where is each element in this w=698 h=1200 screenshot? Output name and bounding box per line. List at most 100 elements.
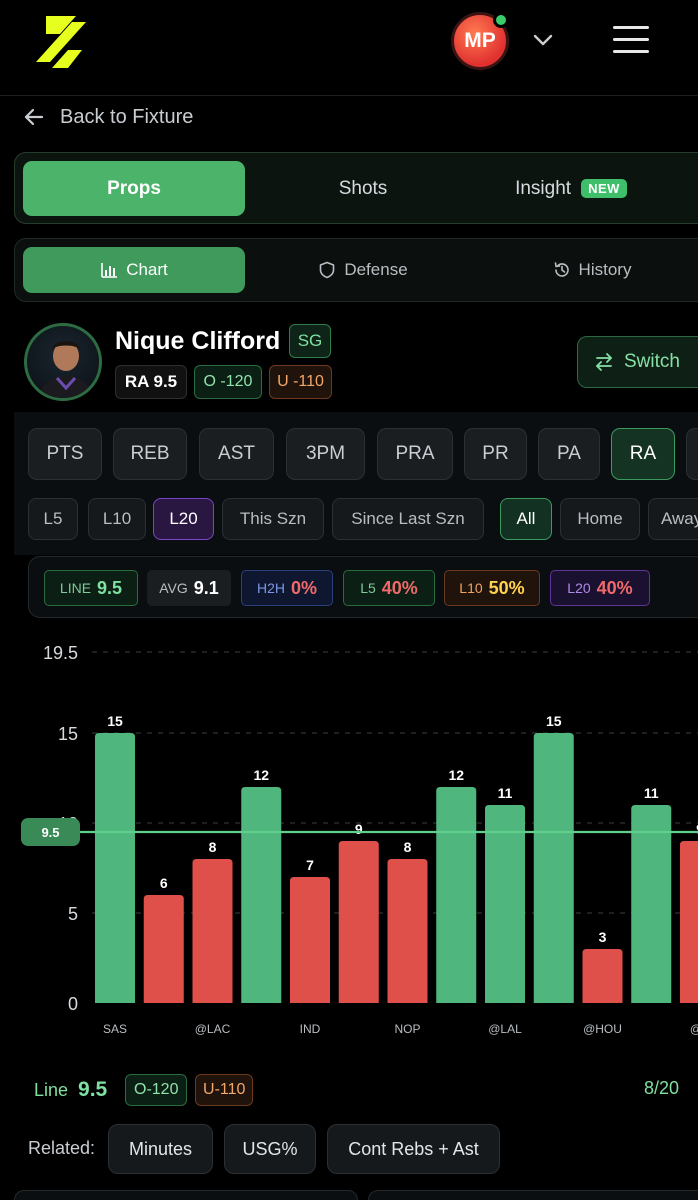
bar-value-label: 3	[599, 929, 607, 945]
switch-label: Switch	[624, 351, 680, 372]
x-tick-label: @HOU	[583, 1022, 622, 1036]
bottom-card-right[interactable]	[368, 1190, 698, 1200]
game-log-bar-chart: 05101519.515SAS68@LAC127IND98NOP1211@LAL…	[21, 643, 698, 1036]
bar-value-label: 11	[498, 785, 513, 801]
y-tick-label: 15	[58, 724, 78, 744]
tab-defense[interactable]: Defense	[253, 247, 473, 293]
bar-value-label: 11	[644, 785, 659, 801]
prop-line-chip: RA 9.5	[115, 365, 187, 399]
switch-button[interactable]: Switch	[577, 336, 698, 388]
shield-icon	[320, 261, 335, 279]
bottom-card-left[interactable]	[14, 1190, 358, 1200]
stat-pa-button[interactable]: PA	[538, 428, 600, 480]
bar	[533, 733, 574, 1003]
x-tick-label: NOP	[394, 1022, 420, 1036]
stat-3pm-button[interactable]: 3PM	[286, 428, 365, 480]
tab-chart-label: Chart	[126, 260, 168, 279]
player-name: Nique Clifford	[115, 327, 281, 355]
x-tick-label: @LAL	[488, 1022, 522, 1036]
bar	[95, 733, 135, 1003]
tab-props[interactable]: Props	[23, 161, 245, 216]
filter-all-button[interactable]: All	[500, 498, 552, 540]
stat-ast-button[interactable]: AST	[199, 428, 274, 480]
filter-this-szn-button[interactable]: This Szn	[222, 498, 324, 540]
line-value: 9.5	[78, 1078, 108, 1101]
tab-shots[interactable]: Shots	[253, 161, 473, 216]
bar	[680, 841, 698, 1003]
tab-insight[interactable]: Insight NEW	[481, 161, 661, 216]
player-silhouette-icon	[38, 341, 94, 398]
bar	[241, 787, 282, 1003]
tab-chart[interactable]: Chart	[23, 247, 245, 293]
under-odds-chip-footer[interactable]: U-110	[195, 1074, 254, 1106]
stat-more-button[interactable]	[686, 428, 698, 480]
related-cont-rebs-ast-button[interactable]: Cont Rebs + Ast	[327, 1124, 500, 1174]
stat-pr-button[interactable]: PR	[464, 428, 527, 480]
tab-defense-label: Defense	[344, 260, 408, 279]
new-badge: NEW	[581, 179, 627, 198]
prop-line-badge	[21, 818, 80, 846]
bar-value-label: 12	[448, 767, 464, 783]
bar	[290, 877, 330, 1003]
hit-count: 8/20	[644, 1078, 680, 1098]
filter-l20-button[interactable]: L20	[153, 498, 214, 540]
filter-home-button[interactable]: Home	[560, 498, 640, 540]
hamburger-menu-icon[interactable]	[613, 26, 649, 56]
user-avatar[interactable]: MP	[451, 12, 509, 70]
position-badge: SG	[289, 324, 331, 358]
tab-shots-label: Shots	[338, 177, 388, 199]
online-status-dot	[493, 12, 509, 28]
related-minutes-button[interactable]: Minutes	[108, 1124, 213, 1174]
bar-value-label: 8	[404, 839, 412, 855]
bar-value-label: 15	[546, 713, 562, 729]
stat-filter-panel: PTS REB AST 3PM PRA PR PA RA L5 L10 L20 …	[14, 412, 698, 555]
bar-value-label: 15	[107, 713, 123, 729]
sub-tabs: Chart Defense History	[14, 238, 698, 302]
chevron-down-icon[interactable]	[532, 30, 554, 50]
bar-chart-icon	[101, 263, 118, 278]
bar-value-label: 8	[209, 839, 217, 855]
bar-value-label: 12	[253, 767, 269, 783]
bar	[436, 787, 477, 1003]
prop-line-badge-label: 9.5	[41, 825, 59, 840]
player-photo	[24, 323, 102, 401]
bar	[387, 859, 428, 1003]
related-usg-button[interactable]: USG%	[224, 1124, 316, 1174]
stat-ra-button[interactable]: RA	[611, 428, 675, 480]
swap-icon	[596, 353, 612, 371]
line-summary: Line 9.5 O-120 U-110	[34, 1074, 254, 1106]
bar	[631, 805, 672, 1003]
pill-l10: L10 50%	[444, 570, 540, 606]
bar-value-label: 6	[160, 875, 168, 891]
stat-pts-button[interactable]: PTS	[28, 428, 102, 480]
app-logo-icon[interactable]	[36, 16, 92, 68]
filter-since-last-szn-button[interactable]: Since Last Szn	[332, 498, 484, 540]
over-odds-chip[interactable]: O -120	[194, 365, 262, 399]
bar	[143, 895, 184, 1003]
history-icon	[554, 262, 569, 277]
back-to-fixture-link[interactable]: Back to Fixture	[22, 102, 193, 132]
tab-history[interactable]: History	[481, 247, 698, 293]
bar	[485, 805, 525, 1003]
bar	[192, 859, 233, 1003]
x-tick-label: IND	[300, 1022, 321, 1036]
line-label: Line	[34, 1079, 69, 1100]
bar-value-label: 9	[696, 821, 698, 837]
under-odds-chip[interactable]: U -110	[269, 365, 332, 399]
over-odds-chip-footer[interactable]: O-120	[125, 1074, 188, 1106]
bar-value-label: 7	[306, 857, 314, 873]
main-tabs: Props Shots Insight NEW	[14, 152, 698, 224]
pill-l20: L20 40%	[550, 570, 650, 606]
summary-pills: LINE 9.5 AVG 9.1 H2H 0% L5 40% L10 50% L…	[28, 556, 698, 618]
bar	[582, 949, 623, 1003]
tab-insight-label: Insight	[515, 177, 572, 199]
stat-pra-button[interactable]: PRA	[377, 428, 453, 480]
filter-l10-button[interactable]: L10	[88, 498, 146, 540]
x-tick-label: @S	[690, 1022, 698, 1036]
top-header: MP	[0, 0, 698, 96]
filter-l5-button[interactable]: L5	[28, 498, 78, 540]
stat-reb-button[interactable]: REB	[113, 428, 187, 480]
filter-away-button[interactable]: Away	[648, 498, 698, 540]
y-tick-label: 19.5	[43, 643, 78, 663]
tab-history-label: History	[578, 260, 632, 279]
